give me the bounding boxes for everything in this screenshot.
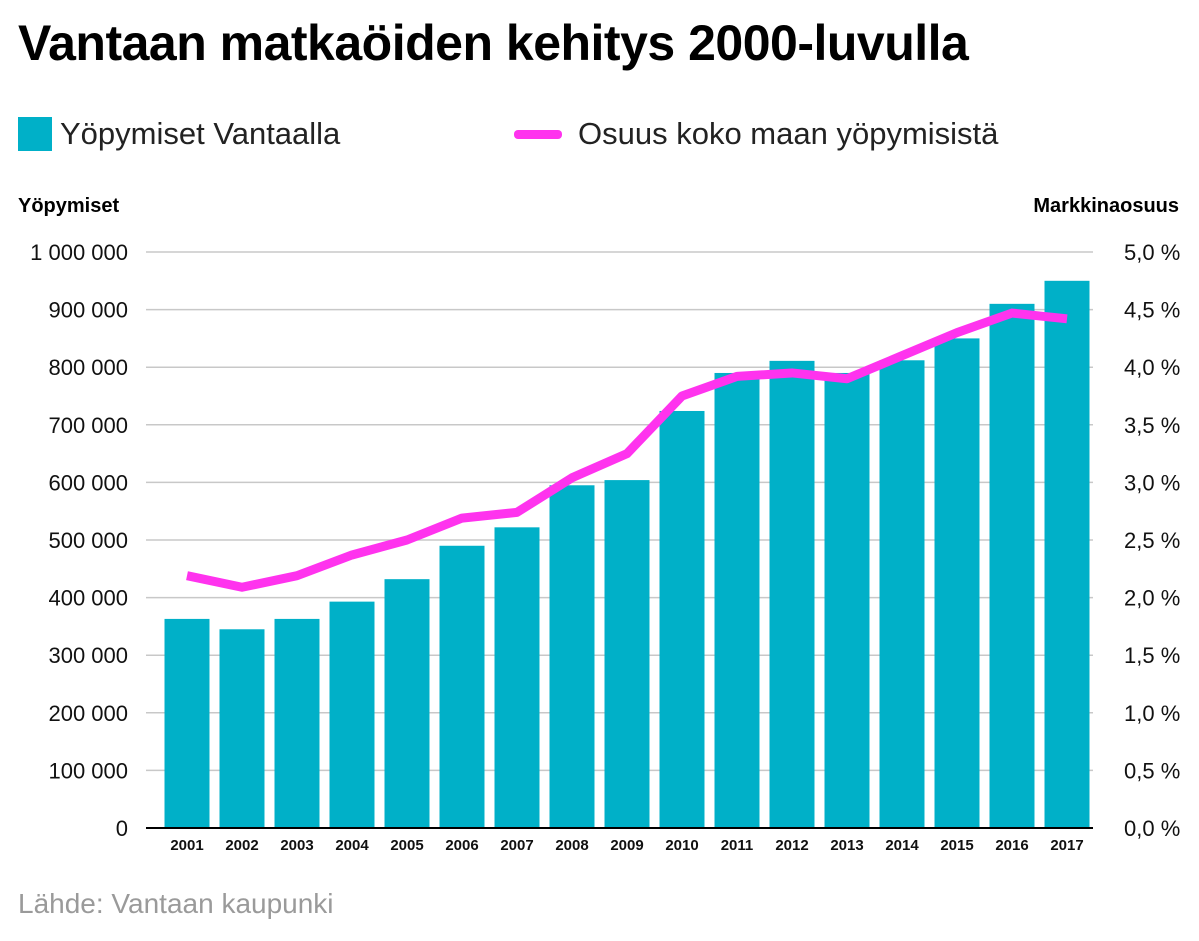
right-tick-label: 4,5 % <box>1124 298 1180 323</box>
bar <box>274 618 320 828</box>
x-tick-label: 2017 <box>1050 837 1083 854</box>
bar <box>659 410 705 828</box>
bar <box>824 372 870 828</box>
left-tick-label: 100 000 <box>48 758 128 783</box>
legend-label-bars: Yöpymiset Vantaalla <box>60 116 341 151</box>
bar <box>549 485 595 828</box>
x-tick-label: 2005 <box>390 837 423 854</box>
x-tick-label: 2014 <box>885 837 919 854</box>
right-tick-label: 0,0 % <box>1124 816 1180 841</box>
left-tick-label: 500 000 <box>48 528 128 553</box>
bar <box>329 601 375 828</box>
left-axis-title: Yöpymiset <box>18 195 120 217</box>
left-tick-label: 200 000 <box>48 701 128 726</box>
legend-swatch-line <box>514 129 562 139</box>
left-tick-label: 0 <box>116 816 128 841</box>
right-axis-title: Markkinaosuus <box>1033 195 1179 217</box>
bar <box>384 579 430 828</box>
x-tick-label: 2006 <box>445 837 478 854</box>
left-tick-label: 400 000 <box>48 586 128 611</box>
left-tick-label: 800 000 <box>48 355 128 380</box>
x-tick-label: 2001 <box>170 837 203 854</box>
x-tick-label: 2015 <box>940 837 973 854</box>
left-tick-label: 700 000 <box>48 413 128 438</box>
left-tick-label: 300 000 <box>48 643 128 668</box>
left-tick-label: 900 000 <box>48 298 128 323</box>
bar <box>439 545 485 828</box>
right-tick-label: 0,5 % <box>1124 758 1180 783</box>
bar <box>934 338 980 828</box>
x-tick-label: 2008 <box>555 837 588 854</box>
x-tick-label: 2002 <box>225 837 258 854</box>
source-note: Lähde: Vantaan kaupunki <box>18 888 334 919</box>
x-tick-label: 2004 <box>335 837 369 854</box>
share-line <box>186 308 1068 592</box>
right-tick-label: 3,5 % <box>1124 413 1180 438</box>
right-tick-label: 2,0 % <box>1124 586 1180 611</box>
x-tick-label: 2012 <box>775 837 808 854</box>
legend-item-bars: Yöpymiset Vantaalla <box>18 112 340 156</box>
bar <box>494 527 540 828</box>
bar <box>1044 280 1090 828</box>
bar <box>989 303 1035 829</box>
bar <box>604 480 650 828</box>
bar <box>219 629 265 828</box>
x-tick-label: 2007 <box>500 837 533 854</box>
bar <box>164 618 210 828</box>
x-tick-label: 2013 <box>830 837 863 854</box>
right-tick-label: 2,5 % <box>1124 528 1180 553</box>
legend-item-line: Osuus koko maan yöpymisistä <box>514 112 998 156</box>
bar <box>714 372 760 828</box>
right-tick-label: 4,0 % <box>1124 355 1180 380</box>
left-tick-label: 1 000 000 <box>30 240 128 265</box>
x-tick-label: 2016 <box>995 837 1028 854</box>
right-tick-label: 1,5 % <box>1124 643 1180 668</box>
x-tick-label: 2003 <box>280 837 313 854</box>
bar <box>769 360 815 828</box>
x-tick-label: 2010 <box>665 837 698 854</box>
right-tick-label: 5,0 % <box>1124 240 1180 265</box>
chart-title: Vantaan matkaöiden kehitys 2000-luvulla <box>18 15 969 71</box>
right-tick-label: 1,0 % <box>1124 701 1180 726</box>
legend-swatch-bars <box>18 117 52 151</box>
legend-label-line: Osuus koko maan yöpymisistä <box>578 116 999 151</box>
x-tick-label: 2009 <box>610 837 643 854</box>
x-tick-label: 2011 <box>721 837 754 854</box>
left-tick-label: 600 000 <box>48 470 128 495</box>
right-tick-label: 3,0 % <box>1124 470 1180 495</box>
bar <box>879 360 925 828</box>
